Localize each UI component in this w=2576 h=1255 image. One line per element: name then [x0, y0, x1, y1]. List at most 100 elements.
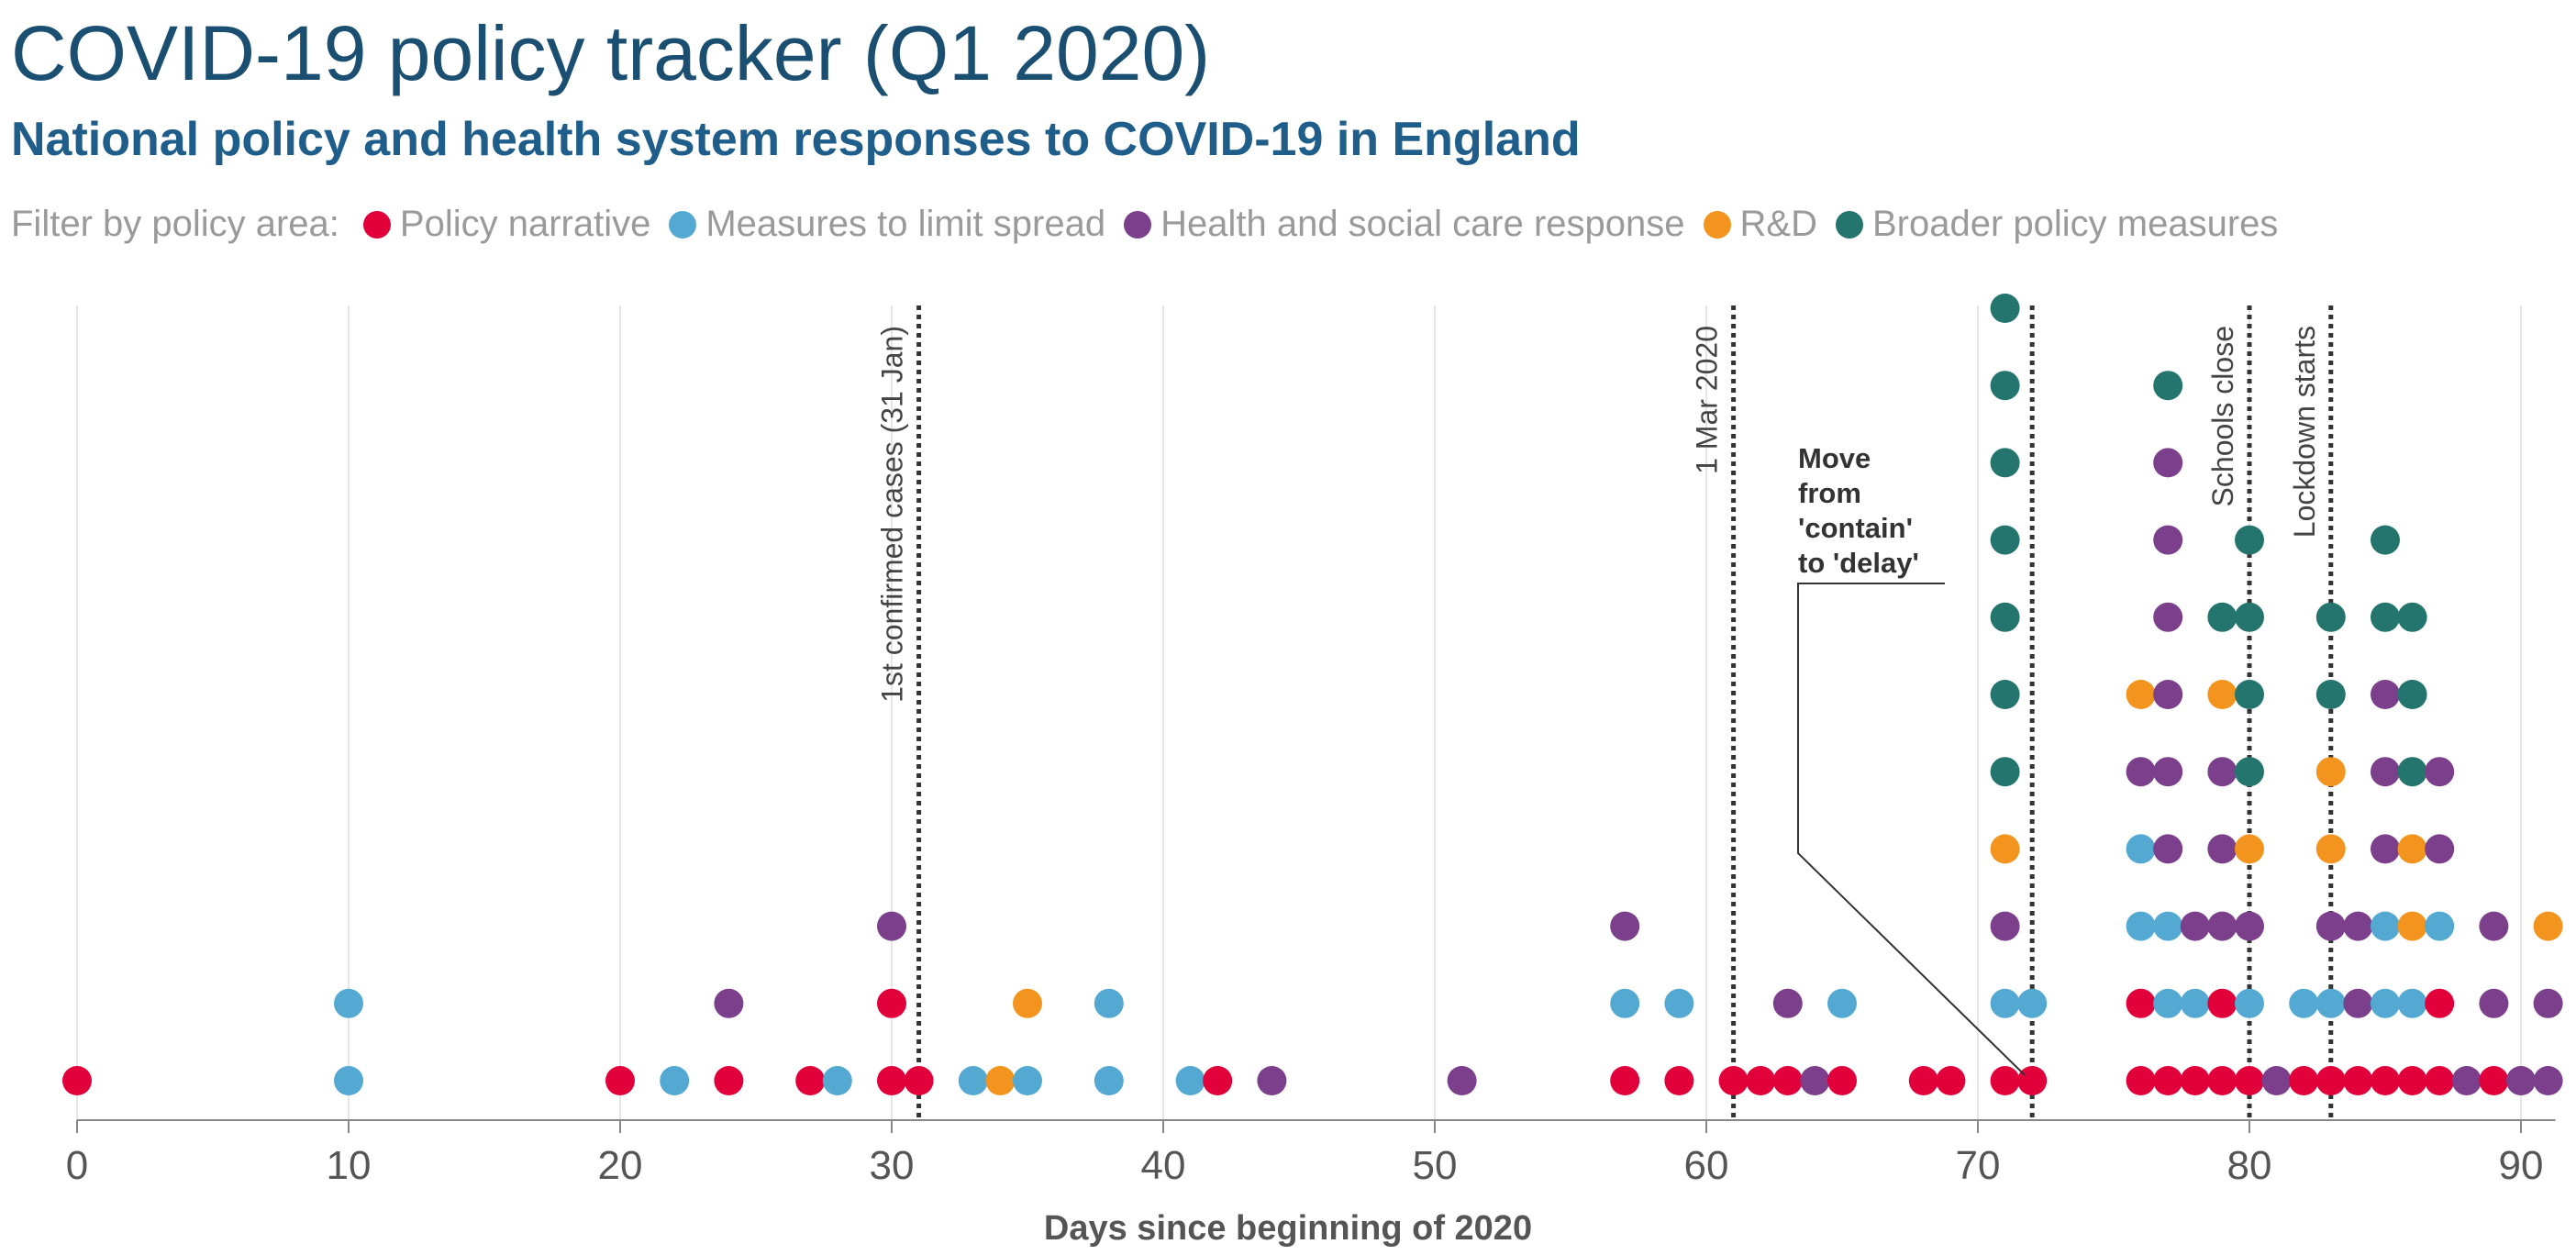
- legend-filter: Filter by policy area: Policy narrative …: [11, 204, 2296, 245]
- x-tick-label: 10: [327, 1143, 372, 1188]
- dot-policy-narrative: [62, 1066, 92, 1095]
- x-tick-label: 60: [1684, 1143, 1729, 1188]
- annotation-text: to 'delay': [1798, 547, 1919, 579]
- dot-policy-narrative: [2180, 1066, 2210, 1095]
- dot-broader-policy-measures: [1990, 525, 2020, 555]
- dot-broader-policy-measures: [1990, 602, 2020, 632]
- x-tick-label: 0: [66, 1143, 88, 1188]
- dot-policy-narrative: [877, 988, 906, 1018]
- dot-policy-narrative: [1827, 1066, 1857, 1095]
- dot-policy-narrative: [2153, 1066, 2183, 1095]
- dot-randd: [2315, 757, 2346, 787]
- dot-policy-narrative: [2207, 988, 2237, 1018]
- x-tick-label: 70: [1956, 1143, 2001, 1188]
- dot-randd: [985, 1066, 1016, 1095]
- legend-item-measures-to-limit-spread[interactable]: Measures to limit spread: [669, 204, 1105, 245]
- dot-broader-policy-measures: [1990, 448, 2020, 478]
- dot-health-and-social-care-response: [2506, 1066, 2536, 1095]
- dot-policy-narrative: [2315, 1066, 2346, 1095]
- legend-item-broader-policy-measures[interactable]: Broader policy measures: [1836, 204, 2278, 245]
- dot-measures-to-limit-spread: [1094, 988, 1124, 1018]
- dot-randd: [2533, 911, 2563, 941]
- x-axis-label: Days since beginning of 2020: [1043, 1209, 1533, 1248]
- dot-policy-narrative: [877, 1066, 906, 1095]
- x-tick-label: 80: [2227, 1143, 2272, 1188]
- dot-measures-to-limit-spread: [334, 988, 363, 1018]
- legend-item-label: Policy narrative: [399, 204, 651, 244]
- dot-health-and-social-care-response: [2451, 1066, 2482, 1095]
- dot-health-and-social-care-response: [2180, 911, 2210, 941]
- dot-randd: [2235, 834, 2264, 864]
- dot-health-and-social-care-response: [1257, 1066, 1287, 1095]
- dot-broader-policy-measures: [2153, 371, 2183, 401]
- legend-item-label: Broader policy measures: [1872, 204, 2279, 244]
- dot-broader-policy-measures: [1990, 294, 2020, 323]
- dot-policy-narrative: [2126, 1066, 2156, 1095]
- dot-measures-to-limit-spread: [2017, 988, 2048, 1018]
- dot-policy-narrative: [2207, 1066, 2237, 1095]
- dot-broader-policy-measures: [2235, 757, 2264, 787]
- legend-dot-r-and-d: [1703, 210, 1731, 239]
- dot-policy-narrative: [795, 1066, 826, 1095]
- dot-health-and-social-care-response: [2207, 757, 2237, 787]
- legend-item-policy-narrative[interactable]: Policy narrative: [362, 204, 651, 245]
- dot-measures-to-limit-spread: [1175, 1066, 1205, 1095]
- x-tick-label: 30: [870, 1143, 915, 1188]
- dot-measures-to-limit-spread: [2371, 911, 2400, 941]
- legend-dot-broader-policy-measures: [1836, 210, 1863, 239]
- dot-health-and-social-care-response: [2261, 1066, 2292, 1095]
- dot-measures-to-limit-spread: [2425, 911, 2455, 941]
- dot-measures-to-limit-spread: [958, 1066, 988, 1095]
- legend-item-health-and-social-care[interactable]: Health and social care response: [1124, 204, 1685, 245]
- dot-health-and-social-care-response: [2533, 988, 2563, 1018]
- dot-randd: [1990, 834, 2020, 864]
- chart-title: COVID-19 policy tracker (Q1 2020): [11, 10, 1211, 96]
- dot-broader-policy-measures: [2207, 602, 2237, 632]
- dot-health-and-social-care-response: [2207, 834, 2237, 864]
- dot-policy-narrative: [1718, 1066, 1749, 1095]
- dot-health-and-social-care-response: [2153, 448, 2183, 478]
- dot-measures-to-limit-spread: [2153, 911, 2183, 941]
- dot-measures-to-limit-spread: [2235, 988, 2264, 1018]
- legend-item-r-and-d[interactable]: R&D: [1703, 204, 1817, 245]
- annotation-text: from: [1798, 477, 1861, 509]
- dot-policy-narrative: [714, 1066, 744, 1095]
- legend-dot-health-and-social-care: [1124, 210, 1152, 239]
- dot-measures-to-limit-spread: [1610, 988, 1640, 1018]
- dot-health-and-social-care-response: [1447, 1066, 1477, 1095]
- dot-policy-narrative: [2017, 1066, 2048, 1095]
- legend-item-label: R&D: [1739, 204, 1817, 244]
- dot-measures-to-limit-spread: [822, 1066, 852, 1095]
- dot-randd: [2315, 834, 2346, 864]
- dot-policy-narrative: [2235, 1066, 2264, 1095]
- legend-item-label: Health and social care response: [1160, 204, 1685, 244]
- dot-broader-policy-measures: [2315, 680, 2346, 709]
- dot-health-and-social-care-response: [1990, 911, 2020, 941]
- x-tick-label: 40: [1141, 1143, 1186, 1188]
- dot-health-and-social-care-response: [2533, 1066, 2563, 1095]
- dot-measures-to-limit-spread: [1013, 1066, 1042, 1095]
- dot-broader-policy-measures: [2371, 602, 2400, 632]
- dot-broader-policy-measures: [2397, 757, 2427, 787]
- dot-measures-to-limit-spread: [660, 1066, 690, 1095]
- x-tick-label: 50: [1413, 1143, 1458, 1188]
- dot-policy-narrative: [1990, 1066, 2020, 1095]
- legend-dot-measures-to-limit-spread: [669, 210, 697, 239]
- dot-policy-narrative: [2343, 1066, 2373, 1095]
- dot-randd: [2126, 680, 2156, 709]
- dot-policy-narrative: [1664, 1066, 1694, 1095]
- dot-policy-narrative: [1772, 1066, 1803, 1095]
- dot-measures-to-limit-spread: [2126, 834, 2156, 864]
- legend-filter-label: Filter by policy area:: [11, 204, 339, 244]
- dot-health-and-social-care-response: [2343, 988, 2373, 1018]
- dot-policy-narrative: [2425, 1066, 2455, 1095]
- dot-policy-narrative: [904, 1066, 934, 1095]
- dot-policy-narrative: [2425, 988, 2455, 1018]
- dot-health-and-social-care-response: [2425, 834, 2455, 864]
- dot-health-and-social-care-response: [877, 911, 906, 941]
- dot-broader-policy-measures: [1990, 680, 2020, 709]
- dot-measures-to-limit-spread: [1990, 988, 2020, 1018]
- annotation-text: 'contain': [1798, 512, 1913, 544]
- dot-health-and-social-care-response: [2371, 680, 2400, 709]
